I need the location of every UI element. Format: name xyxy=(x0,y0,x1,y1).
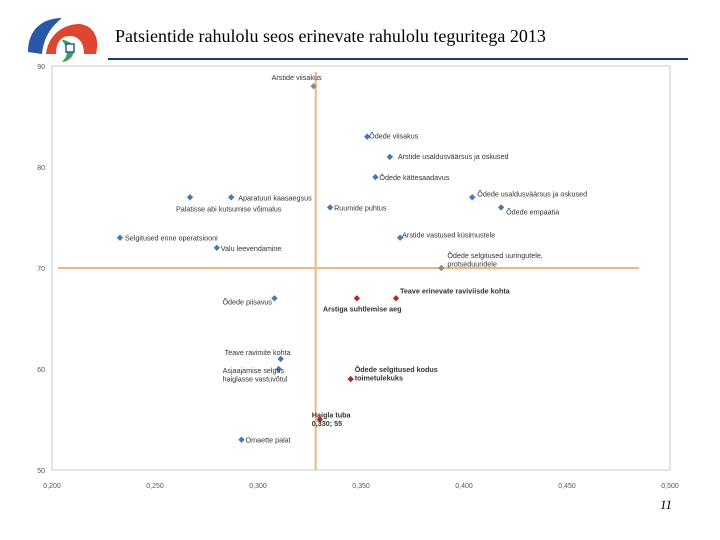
data-point xyxy=(347,375,354,383)
point-label: Selgitused enne operatsiooni xyxy=(125,234,218,243)
point-label: Õdede empaatia xyxy=(506,207,559,216)
data-point xyxy=(497,204,505,211)
logo-blue-shape xyxy=(28,18,62,54)
data-point xyxy=(396,234,404,241)
point-label: Valu leevendamine xyxy=(221,244,282,253)
page-number: 11 xyxy=(660,497,673,512)
data-point xyxy=(228,194,235,201)
x-tick-label: 0,250 xyxy=(146,483,164,490)
data-point xyxy=(116,234,124,241)
y-tick-label: 90 xyxy=(37,64,45,71)
data-point xyxy=(326,204,334,211)
data-point xyxy=(363,133,371,140)
point-label: Õdede piisavus xyxy=(222,297,272,306)
x-tick-label: 0,500 xyxy=(661,483,679,490)
scatter-chart: 0,200 0,250 0,300 0,350 0,400 0,450 0,500 90 80 7… xyxy=(37,64,679,490)
point-label: Õdede viisakus xyxy=(369,132,419,141)
data-point xyxy=(271,295,278,302)
hospital-logo-icon xyxy=(28,18,98,62)
point-label: Arstide viisakus xyxy=(272,73,322,82)
x-tick-label: 0,300 xyxy=(249,483,267,490)
point-label: Õdede selgitused kodus toimetulekuks xyxy=(355,365,438,383)
point-label: Arstide usaldusväärsus ja oskused xyxy=(398,152,509,161)
logo-red-shape xyxy=(46,24,98,54)
point-label: Ruumide puhtus xyxy=(334,203,387,212)
data-point xyxy=(353,295,361,302)
data-point xyxy=(238,436,245,443)
point-label: Asjaajamise selgus haiglasse vastuvõtul xyxy=(223,366,288,384)
x-tick-label: 0,200 xyxy=(43,483,61,490)
point-label: Arstiga suhtlemise aeg xyxy=(323,304,402,313)
x-tick-label: 0,350 xyxy=(352,483,370,490)
y-tick-label: 60 xyxy=(37,367,45,374)
point-label: Aparatuuri kaasaegsus xyxy=(238,193,312,202)
x-tick-label: 0,400 xyxy=(455,483,473,490)
y-tick-label: 70 xyxy=(37,266,45,273)
data-point xyxy=(392,295,400,302)
point-label: Palatisse abi kutsumise võimalus xyxy=(176,204,282,213)
data-point xyxy=(213,244,220,251)
data-point xyxy=(372,173,379,181)
point-label: Teave ravimite kohta xyxy=(225,348,291,357)
data-point xyxy=(316,416,323,423)
point-label: Õdede kättesaadavus xyxy=(379,173,449,182)
data-point xyxy=(469,194,476,201)
point-label: Arstide vastused küsimustele xyxy=(402,231,495,240)
logo-square xyxy=(65,43,75,53)
point-label: Õdede selgitused uuringutele, protseduuri… xyxy=(447,251,543,269)
data-point xyxy=(438,264,445,272)
data-point xyxy=(186,194,194,201)
point-label: Omaette palat xyxy=(246,436,291,445)
x-tick-label: 0,450 xyxy=(558,483,576,490)
y-tick-label: 50 xyxy=(37,468,45,475)
point-label: Haigla tuba 0,330; 55 xyxy=(312,411,352,429)
data-point xyxy=(275,365,282,373)
data-point xyxy=(386,153,394,161)
y-tick-label: 80 xyxy=(37,165,45,172)
page-title: Patsientide rahulolu seos erinevate rahu… xyxy=(115,26,546,46)
title-divider xyxy=(108,58,688,60)
point-label: Õdede usaldusväärsus ja oskused xyxy=(477,189,587,198)
point-label: Teave erinevate raviviisde kohta xyxy=(400,286,511,295)
